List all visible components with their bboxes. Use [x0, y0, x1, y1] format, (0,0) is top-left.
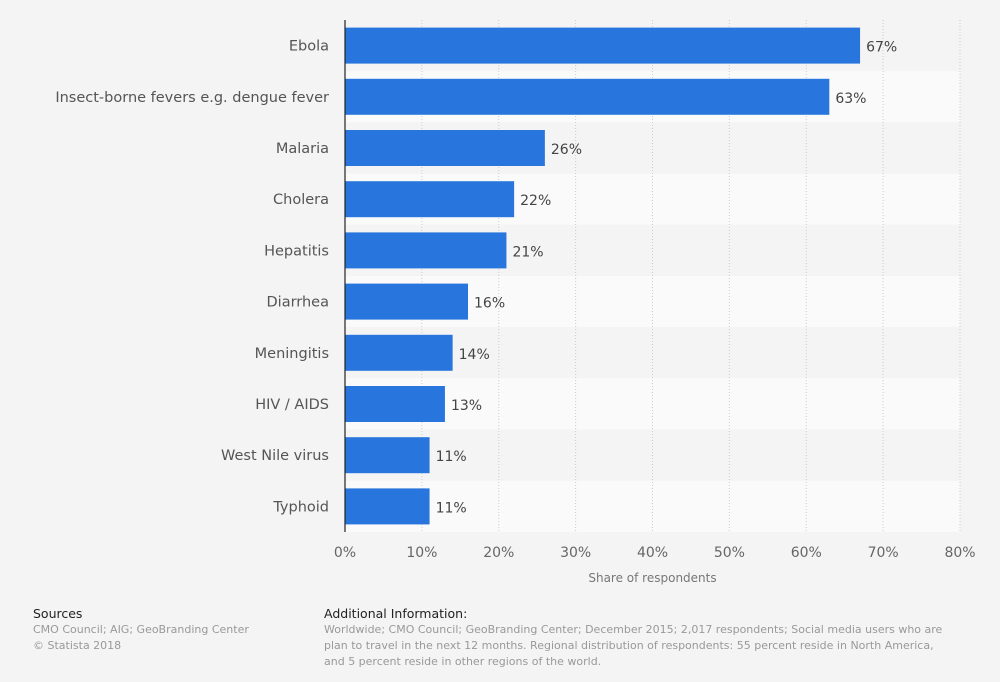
- category-label: Insect-borne fevers e.g. dengue fever: [55, 90, 329, 106]
- x-tick-label: 40%: [637, 545, 668, 561]
- data-label: 16%: [474, 296, 505, 312]
- category-label: West Nile virus: [221, 448, 329, 464]
- category-label: Diarrhea: [267, 295, 330, 311]
- category-label: Hepatitis: [264, 243, 329, 259]
- data-label: 26%: [551, 142, 582, 158]
- info-line: and 5 percent reside in other regions of…: [324, 655, 602, 668]
- x-tick-label: 60%: [791, 545, 822, 561]
- sources: Sources CMO Council; AIG; GeoBranding Ce…: [33, 606, 249, 654]
- data-label: 14%: [459, 347, 490, 363]
- bar: [345, 78, 830, 115]
- x-tick-label: 30%: [560, 545, 591, 561]
- data-label: 22%: [520, 193, 551, 209]
- category-label: Meningitis: [255, 346, 329, 362]
- bar: [345, 488, 430, 525]
- data-label: 21%: [512, 244, 543, 260]
- bar-chart: 0% 10% 20% 30% 40% 50% 60% 70% 80% Ebola 67% Insect…: [55, 20, 976, 585]
- additional-info: Additional Information: Worldwide; CMO C…: [324, 606, 942, 670]
- x-tick-label: 50%: [714, 545, 745, 561]
- info-title: Additional Information:: [324, 606, 468, 621]
- bar: [345, 232, 507, 269]
- category-label: HIV / AIDS: [255, 397, 329, 413]
- data-label: 11%: [436, 500, 467, 516]
- bar: [345, 386, 445, 422]
- info-line: Worldwide; CMO Council; GeoBranding Cent…: [324, 623, 943, 636]
- x-axis-title: Share of respondents: [588, 571, 716, 585]
- category-label: Ebola: [289, 39, 329, 55]
- data-label: 63%: [835, 91, 866, 107]
- category-label: Cholera: [273, 192, 329, 208]
- bar: [345, 130, 545, 166]
- data-label: 67%: [866, 40, 897, 56]
- category-label: Malaria: [276, 141, 329, 157]
- bar: [345, 181, 515, 218]
- x-tick-label: 20%: [483, 545, 514, 561]
- bar: [345, 283, 468, 320]
- info-line: plan to travel in the next 12 months. Re…: [324, 639, 934, 652]
- data-label: 11%: [436, 449, 467, 465]
- x-tick-label: 0%: [334, 545, 356, 561]
- x-tick-label: 10%: [406, 545, 437, 561]
- x-tick-label: 70%: [868, 545, 899, 561]
- category-label: Typhoid: [272, 499, 329, 515]
- bar: [345, 437, 430, 474]
- data-label: 13%: [451, 398, 482, 414]
- sources-text: CMO Council; AIG; GeoBranding Center: [33, 623, 249, 636]
- sources-title: Sources: [33, 606, 83, 621]
- bar: [345, 334, 453, 371]
- copyright: © Statista 2018: [33, 639, 122, 652]
- x-tick-label: 80%: [944, 545, 975, 561]
- bar: [345, 27, 861, 64]
